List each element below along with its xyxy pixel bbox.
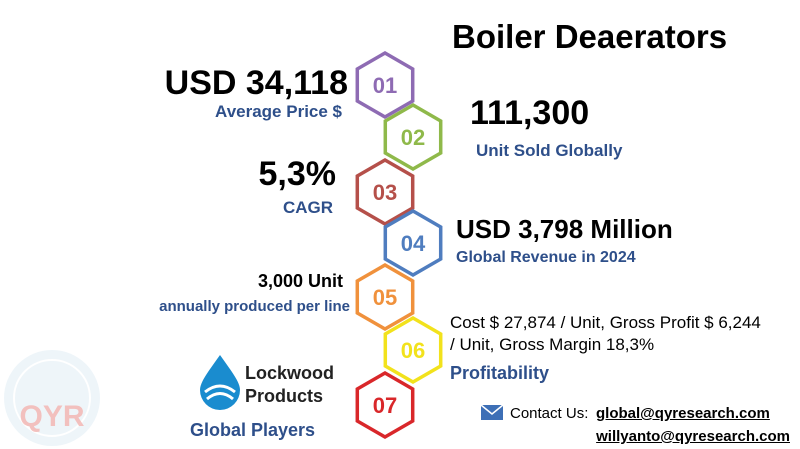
hex-number: 03 [373,180,397,205]
logo-icon [200,355,240,410]
caption: Global Revenue in 2024 [456,249,636,266]
caption: CAGR [282,198,333,217]
title: Boiler Deaerators [452,18,728,55]
logo-text: Products [245,386,324,406]
hex-number: 06 [401,338,425,363]
watermark: QYR [19,400,85,433]
hexagon [355,157,415,227]
caption: Global Players [190,420,316,440]
value: Cost $ 27,874 / Unit, Gross Profit $ 6,2… [450,313,761,355]
hexagon [383,102,443,172]
value: USD 34,118 [164,64,348,102]
hex-number: 07 [373,393,397,418]
hexagon [355,370,415,440]
logo-text: Lockwood [245,363,334,383]
value: USD 3,798 Million [456,214,673,244]
envelope-icon [480,404,504,420]
watermark-globe [4,350,100,446]
value: 3,000 Unit [257,271,343,291]
contact-email[interactable]: global@qyresearch.com [596,405,770,422]
contact-email[interactable]: willyanto@qyresearch.com [596,428,790,445]
caption: Profitability [450,363,550,383]
hexagon [383,315,443,385]
hexagon [383,208,443,278]
caption: annually produced per line [159,298,350,315]
hex-number: 05 [373,285,397,310]
hexagon [355,262,415,332]
hex-number: 04 [401,231,426,256]
value: 5,3% [258,155,337,193]
hexagon [355,50,415,120]
contact-label: Contact Us: [510,405,589,422]
hex-number: 02 [401,125,425,150]
hex-number: 01 [373,73,397,98]
value: 111,300 [470,94,590,132]
caption: Average Price $ [215,102,342,121]
caption: Unit Sold Globally [476,141,623,160]
